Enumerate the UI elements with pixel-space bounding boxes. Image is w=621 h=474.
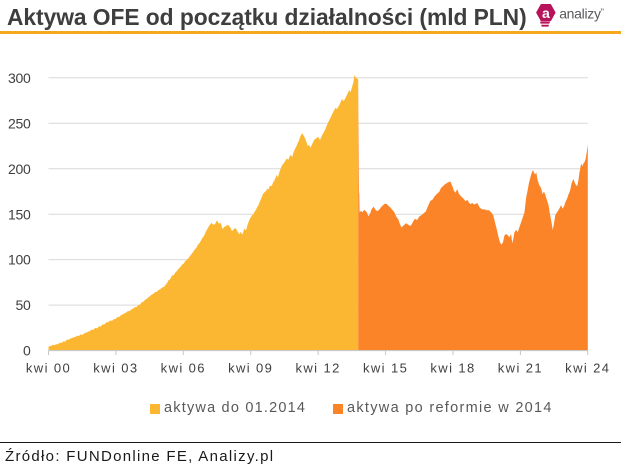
svg-text:kwi 06: kwi 06	[161, 361, 206, 376]
svg-text:kwi 24: kwi 24	[565, 361, 610, 376]
svg-text:kwi 12: kwi 12	[295, 361, 340, 376]
svg-text:150: 150	[8, 206, 31, 222]
svg-text:”: ”	[601, 7, 605, 19]
svg-text:kwi 18: kwi 18	[430, 361, 475, 376]
svg-text:kwi 00: kwi 00	[26, 361, 71, 376]
svg-text:0: 0	[23, 343, 31, 359]
svg-text:kwi 03: kwi 03	[93, 361, 138, 376]
svg-text:a: a	[542, 5, 550, 21]
svg-text:100: 100	[8, 252, 31, 268]
svg-text:kwi 21: kwi 21	[498, 361, 543, 376]
svg-text:250: 250	[8, 115, 31, 131]
svg-text:200: 200	[8, 161, 31, 177]
svg-text:50: 50	[16, 297, 31, 313]
svg-text:300: 300	[8, 70, 31, 86]
svg-text:kwi 09: kwi 09	[228, 361, 273, 376]
svg-text:kwi 15: kwi 15	[363, 361, 408, 376]
svg-text:analizy: analizy	[559, 6, 601, 22]
